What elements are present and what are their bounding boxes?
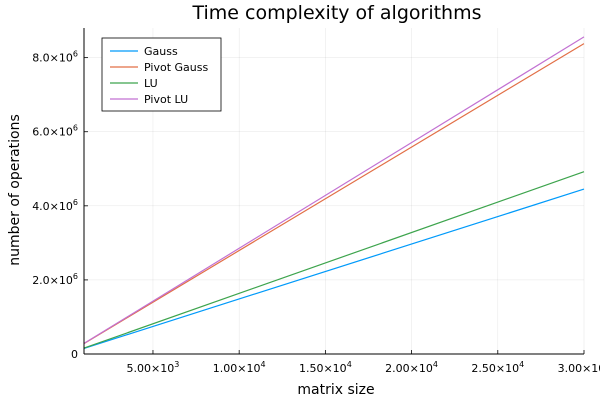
x-tick-label: 2.00×104 <box>385 360 438 375</box>
y-tick-labels: 0 2.0×106 4.0×106 6.0×106 8.0×106 <box>32 50 78 361</box>
y-tick-label: 4.0×106 <box>32 198 78 213</box>
x-tick-label: 2.50×104 <box>471 360 524 375</box>
y-tick-label: 8.0×106 <box>32 50 78 65</box>
y-axis-label: number of operations <box>7 114 23 266</box>
x-axis-label: matrix size <box>297 382 374 398</box>
axes <box>83 28 585 355</box>
series-line-2 <box>83 171 585 349</box>
x-tick-label: 5.00×103 <box>127 360 180 375</box>
x-tick-label: 1.00×104 <box>213 360 266 375</box>
chart-title: Time complexity of algorithms <box>191 2 481 24</box>
y-tick-label: 6.0×106 <box>32 124 78 139</box>
y-tick-label: 2.0×106 <box>32 272 78 287</box>
series-line-0 <box>83 188 585 349</box>
legend: Gauss Pivot Gauss LU Pivot LU <box>101 37 222 112</box>
legend-label: LU <box>144 77 158 90</box>
legend-label: Pivot Gauss <box>144 61 208 74</box>
y-tick-label: 0 <box>71 348 78 361</box>
legend-label: Gauss <box>144 45 178 58</box>
series-line-1 <box>83 43 585 345</box>
x-tick-labels: 5.00×103 1.00×104 1.50×104 2.00×104 2.50×104… <box>127 360 600 375</box>
series-line-3 <box>83 36 585 344</box>
x-tick-label: 1.50×104 <box>299 360 352 375</box>
series-group <box>83 36 585 349</box>
x-tick-label: 3.00×104 <box>558 360 600 375</box>
legend-label: Pivot LU <box>144 93 188 106</box>
